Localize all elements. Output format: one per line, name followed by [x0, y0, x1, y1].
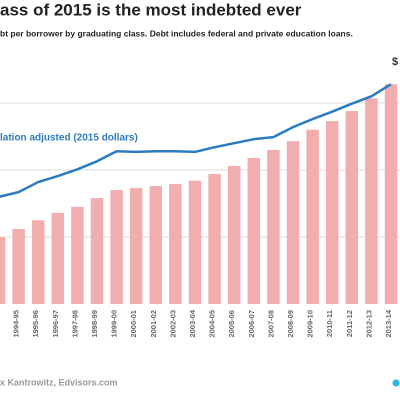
- bar: [247, 157, 261, 304]
- x-tick-label: 2005-06: [227, 310, 236, 338]
- bar: [12, 228, 25, 304]
- x-tick-label: 2009-10: [306, 310, 315, 338]
- bars: [0, 84, 398, 305]
- x-tick-label: 2011-12: [345, 310, 354, 337]
- line-label: lation adjusted (2015 dollars): [0, 133, 138, 144]
- bar: [169, 184, 182, 304]
- bar: [267, 149, 280, 304]
- bar: [365, 98, 378, 304]
- bar: [31, 220, 45, 304]
- lines: lation adjusted (2015 dollars): [0, 83, 392, 198]
- bar: [325, 121, 339, 304]
- bar: [110, 190, 123, 304]
- bar: [188, 180, 202, 304]
- x-tick-label: 2000-01: [129, 310, 138, 338]
- annotation: $: [392, 56, 398, 68]
- bar: [71, 206, 84, 304]
- source-note: x Kantrowitz, Edvisors.com: [0, 377, 118, 387]
- x-tick-label: 2006-07: [247, 310, 256, 338]
- x-tick-label: 1998-99: [90, 310, 99, 338]
- x-tick-label: 1994-95: [12, 310, 21, 338]
- decor-dot: [392, 379, 400, 387]
- bar: [149, 186, 163, 304]
- x-tick-label: 2012-13: [364, 310, 373, 338]
- x-tick-label: 1996-97: [51, 310, 60, 338]
- x-tick-label: 2002-03: [168, 310, 177, 338]
- bar: [384, 84, 398, 305]
- x-tick-label: 1995-96: [31, 310, 40, 338]
- x-tick-label: 2004-05: [208, 310, 217, 338]
- bar: [345, 111, 359, 304]
- bar: [227, 165, 241, 304]
- bar: [90, 198, 104, 304]
- x-tick-label: 1999-00: [110, 310, 119, 338]
- x-tick-label: 2007-08: [266, 310, 275, 338]
- x-tick-label: 2008-09: [286, 310, 295, 338]
- line: [0, 83, 392, 198]
- chart-title: ass of 2015 is the most indebted ever: [0, 0, 302, 19]
- x-tick-label: 1997-98: [70, 310, 79, 338]
- x-tick-label: 2001-02: [149, 310, 158, 338]
- bar: [129, 188, 143, 304]
- bar: [51, 212, 65, 304]
- bar: [306, 129, 319, 304]
- x-tick-label: 2010-11: [325, 310, 334, 337]
- bar: [0, 237, 6, 304]
- bar: [286, 141, 300, 304]
- bar: [208, 174, 221, 304]
- x-tick-label: 2003-04: [188, 309, 197, 337]
- x-tick-label: 2013-14: [384, 309, 393, 337]
- chart-subtitle: bt per borrower by graduating class. Deb…: [0, 28, 353, 38]
